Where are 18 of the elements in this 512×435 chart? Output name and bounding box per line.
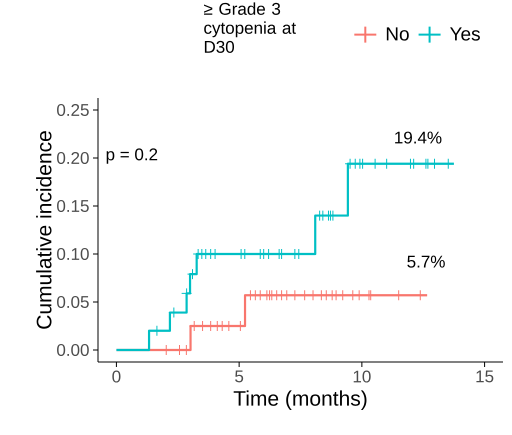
x-tick-label: 0 xyxy=(112,370,120,383)
x-axis-title: Time (months) xyxy=(234,390,366,410)
y-tick-label: 0.20 xyxy=(57,152,89,164)
y-tick-label: 0.15 xyxy=(57,200,89,212)
x-tick-label: 10 xyxy=(354,370,371,383)
annotation: p = 0.2 xyxy=(106,148,158,164)
legend-title: ≥ Grade 3 cytopenia at D30 xyxy=(204,2,296,53)
y-tick-label: 0.00 xyxy=(57,344,89,356)
x-tick-label: 15 xyxy=(476,370,494,382)
y-tick-label: 0.05 xyxy=(57,296,89,308)
annotation: 5.7% xyxy=(407,256,445,268)
y-tick-label: 0.10 xyxy=(57,248,89,260)
annotation: 19.4% xyxy=(395,132,442,144)
legend-label: Yes xyxy=(450,27,480,41)
y-tick-label: 0.25 xyxy=(57,104,89,116)
x-tick-label: 5 xyxy=(235,370,244,382)
y-axis-title: Cumulative incidence xyxy=(36,131,52,329)
legend-label: No xyxy=(386,27,409,41)
